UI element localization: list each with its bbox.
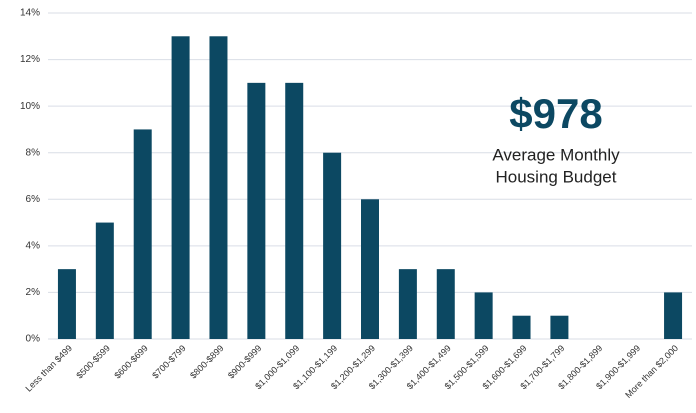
bar: [398, 269, 417, 339]
y-tick-label: 4%: [26, 240, 41, 251]
x-tick-label: $500-$599: [74, 343, 112, 381]
bar: [209, 36, 228, 340]
x-tick-label: $900-$999: [226, 343, 264, 381]
y-tick-label: 2%: [26, 287, 41, 298]
x-tick-label: Less than $499: [23, 343, 74, 394]
bar: [57, 269, 76, 339]
bar: [285, 82, 304, 339]
bar: [550, 315, 569, 339]
bar: [512, 315, 531, 339]
annotation-headline: $978: [509, 90, 602, 137]
y-tick-label: 6%: [26, 194, 41, 205]
x-tick-label: $800-$899: [188, 343, 226, 381]
x-tick-label: $700-$799: [150, 343, 188, 381]
bar: [171, 36, 190, 340]
y-tick-label: 12%: [20, 54, 40, 65]
bar: [323, 152, 342, 339]
y-tick-label: 8%: [26, 147, 41, 158]
annotation-line: Housing Budget: [496, 167, 617, 186]
bar: [664, 292, 683, 339]
bar: [474, 292, 493, 339]
y-tick-label: 14%: [20, 8, 40, 19]
bar: [361, 199, 379, 339]
bar: [247, 82, 266, 339]
y-tick-label: 0%: [26, 334, 41, 345]
bar: [95, 222, 114, 339]
bar: [133, 129, 152, 339]
annotation-line: Average Monthly: [492, 145, 620, 164]
y-tick-label: 10%: [20, 101, 40, 112]
x-tick-label: $600-$699: [112, 343, 150, 381]
bar: [436, 269, 455, 339]
